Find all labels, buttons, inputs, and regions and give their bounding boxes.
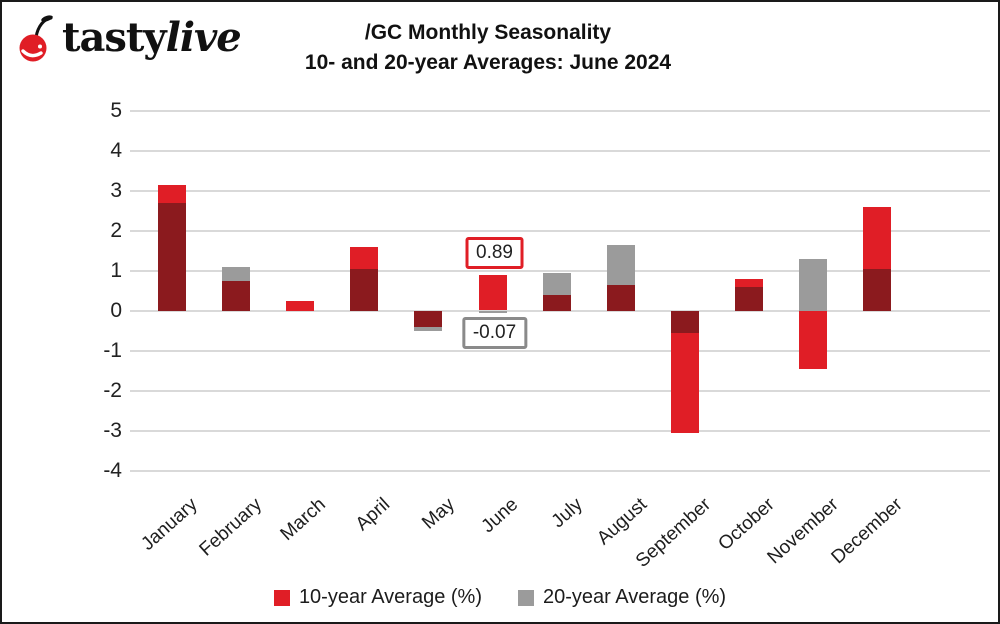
callout-089: 0.89 [465, 236, 524, 269]
legend-label-20yr: 20-year Average (%) [543, 586, 727, 608]
y-axis-label--4: -4 [103, 458, 122, 482]
gridline-y0 [130, 309, 990, 312]
legend-swatch-10yr-icon [273, 589, 290, 606]
gridline-y5 [130, 109, 990, 112]
x-axis-label-january: January [137, 494, 203, 555]
x-axis-label-february: February [195, 494, 267, 561]
bar-segment-20yr-june [478, 310, 507, 314]
legend-label-10yr: 10-year Average (%) [298, 586, 482, 608]
bar-segment-overlap-february [222, 280, 251, 311]
x-axis-label-july: July [547, 494, 587, 533]
bar-segment-overlap-december [863, 268, 892, 311]
gridline-y3 [130, 189, 990, 192]
gridline-y-3 [130, 429, 990, 432]
legend-swatch-20yr-icon [518, 589, 534, 606]
chart-title-line2: 10- and 20-year Averages: June 2024 [304, 51, 672, 74]
cherry-icon [19, 15, 53, 62]
logo-wordmark: tastylive [62, 18, 242, 58]
bar-segment-10yr-june [478, 274, 507, 311]
legend-item-20yr: 20-year Average (%) [518, 586, 726, 609]
bar-segment-overlap-july [542, 294, 571, 311]
bar-segment-overlap-october [734, 286, 763, 311]
y-axis-label--1: -1 [103, 338, 122, 362]
gridline-y-1 [130, 349, 990, 352]
x-axis-label-august: August [592, 494, 651, 550]
y-axis-label-1: 1 [110, 258, 122, 282]
chart-title-block: /GC Monthly Seasonality 10- and 20-year … [2, 18, 974, 78]
legend: 10-year Average (%) 20-year Average (%) [2, 586, 998, 609]
y-axis-label-5: 5 [110, 98, 122, 122]
gridline-y4 [130, 149, 990, 152]
bar-segment-10yr-november [799, 310, 827, 369]
bar-segment-20yr-november [799, 258, 827, 311]
y-axis-label-0: 0 [110, 298, 122, 322]
gridline-y-2 [130, 389, 990, 392]
bar-segment-overlap-january [158, 202, 186, 311]
y-axis-label--2: -2 [103, 378, 122, 402]
gridline-y2 [130, 229, 990, 232]
bar-segment-overlap-august [606, 284, 635, 311]
x-axis-label-may: May [417, 494, 459, 534]
bar-segment-overlap-april [350, 268, 379, 311]
gridline-y1 [130, 269, 990, 272]
y-axis-label-2: 2 [110, 218, 122, 242]
y-axis-label--3: -3 [103, 418, 122, 442]
bar-segment-overlap-september [670, 310, 699, 333]
x-axis-label-april: April [352, 494, 395, 536]
logo-tasty: tasty [62, 14, 167, 61]
tastylive-logo: tastylive [16, 12, 242, 64]
gridline-y-4 [130, 469, 990, 472]
x-axis-label-june: June [477, 494, 523, 538]
logo-live: live [165, 14, 242, 61]
callout-007: -0.07 [461, 317, 528, 350]
y-axis-label-4: 4 [110, 138, 122, 162]
bar-segment-overlap-may [414, 310, 443, 327]
y-axis-label-3: 3 [110, 178, 122, 202]
bar-segment-10yr-march [286, 300, 315, 311]
legend-item-10yr: 10-year Average (%) [273, 586, 482, 609]
chart-title-line1: /GC Monthly Seasonality [364, 21, 612, 44]
x-axis-label-march: March [276, 494, 331, 545]
